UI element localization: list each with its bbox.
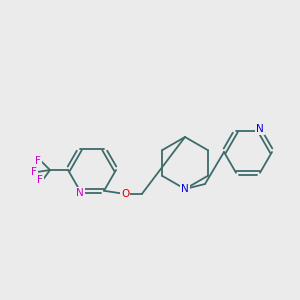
Text: F: F [35,156,41,166]
Text: F: F [31,167,37,177]
Text: N: N [256,124,264,134]
Text: O: O [121,189,129,199]
Text: N: N [76,188,84,198]
Text: N: N [181,184,189,194]
Text: F: F [37,175,43,185]
